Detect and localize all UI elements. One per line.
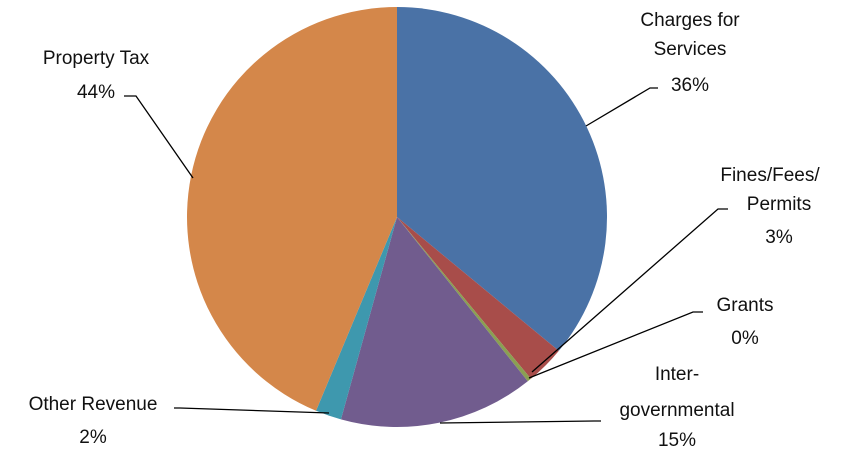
leader-line-grants (528, 311, 703, 379)
label-fines-fees-permits-line-2: Permits (747, 194, 811, 215)
label-fines-fees-permits-line-1: Fines/Fees/ (720, 165, 820, 186)
leader-line-other-revenue (174, 407, 330, 414)
label-charges-for-services-line-2: Services (654, 39, 727, 60)
slice-inter-governmental (340, 217, 528, 427)
leader-line-inter-governmental (439, 420, 601, 424)
label-inter-governmental-line-2: governmental (619, 400, 734, 421)
leader-line-property-tax (124, 95, 194, 179)
leader-line-charges-for-services (585, 87, 658, 127)
label-grants: Grants (716, 295, 773, 316)
pie-slices (187, 7, 608, 427)
label-property-tax: Property Tax (43, 48, 150, 69)
label-other-revenue: Other Revenue (29, 394, 158, 415)
leader-line-fines-fees-permits (531, 208, 728, 373)
label-charges-for-services-line-1: Charges for (640, 10, 740, 31)
slice-property-tax (187, 7, 397, 411)
percent-property-tax: 44% (77, 82, 115, 103)
slice-charges-for-services (397, 7, 608, 351)
slice-labels: Charges for Services 36% Fines/Fees/ Per… (29, 10, 821, 451)
percent-charges-for-services: 36% (671, 75, 709, 96)
slice-grants (397, 217, 531, 382)
percent-fines-fees-permits: 3% (765, 227, 793, 248)
label-inter-governmental-line-1: Inter- (655, 364, 699, 385)
percent-grants: 0% (731, 328, 759, 349)
percent-inter-governmental: 15% (658, 430, 696, 451)
leader-lines (124, 87, 728, 424)
slice-fines-fees-permits (397, 217, 559, 379)
slice-other-revenue (316, 217, 397, 420)
percent-other-revenue: 2% (79, 427, 107, 448)
